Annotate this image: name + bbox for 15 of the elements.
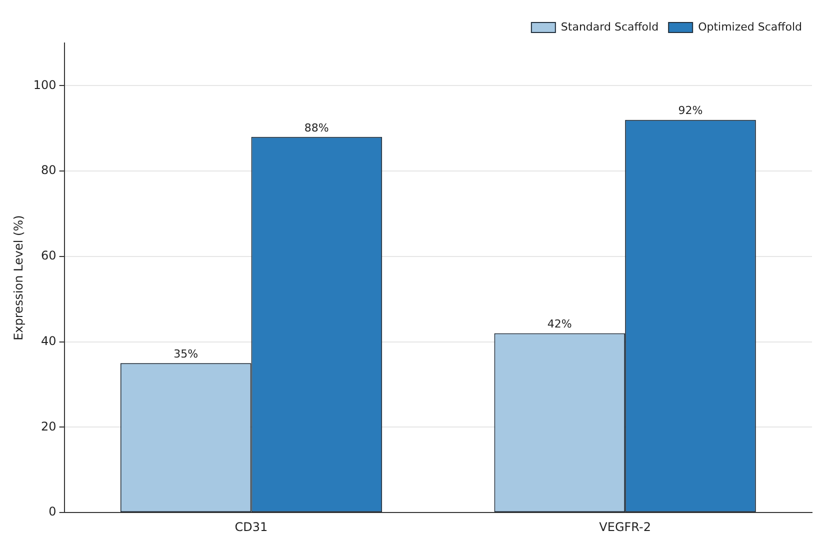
y-tick-label: 60 — [41, 248, 56, 263]
legend-label: Optimized Scaffold — [698, 20, 802, 34]
y-tick-label: 80 — [41, 163, 56, 178]
data-label: 92% — [678, 104, 703, 118]
y-tick-label: 0 — [48, 504, 56, 519]
data-label: 42% — [547, 318, 572, 331]
data-label: 35% — [174, 348, 198, 361]
y-tick-label: 40 — [41, 334, 56, 348]
data-label: 88% — [304, 121, 329, 134]
y-tick-label: 20 — [41, 419, 56, 434]
x-tick-label: CD31 — [234, 520, 268, 534]
x-tick-label: VEGFR-2 — [599, 520, 651, 534]
y-axis-title: Expression Level (%) — [11, 215, 26, 340]
legend-label: Standard Scaffold — [560, 20, 659, 34]
y-tick-label: 100 — [33, 78, 56, 92]
